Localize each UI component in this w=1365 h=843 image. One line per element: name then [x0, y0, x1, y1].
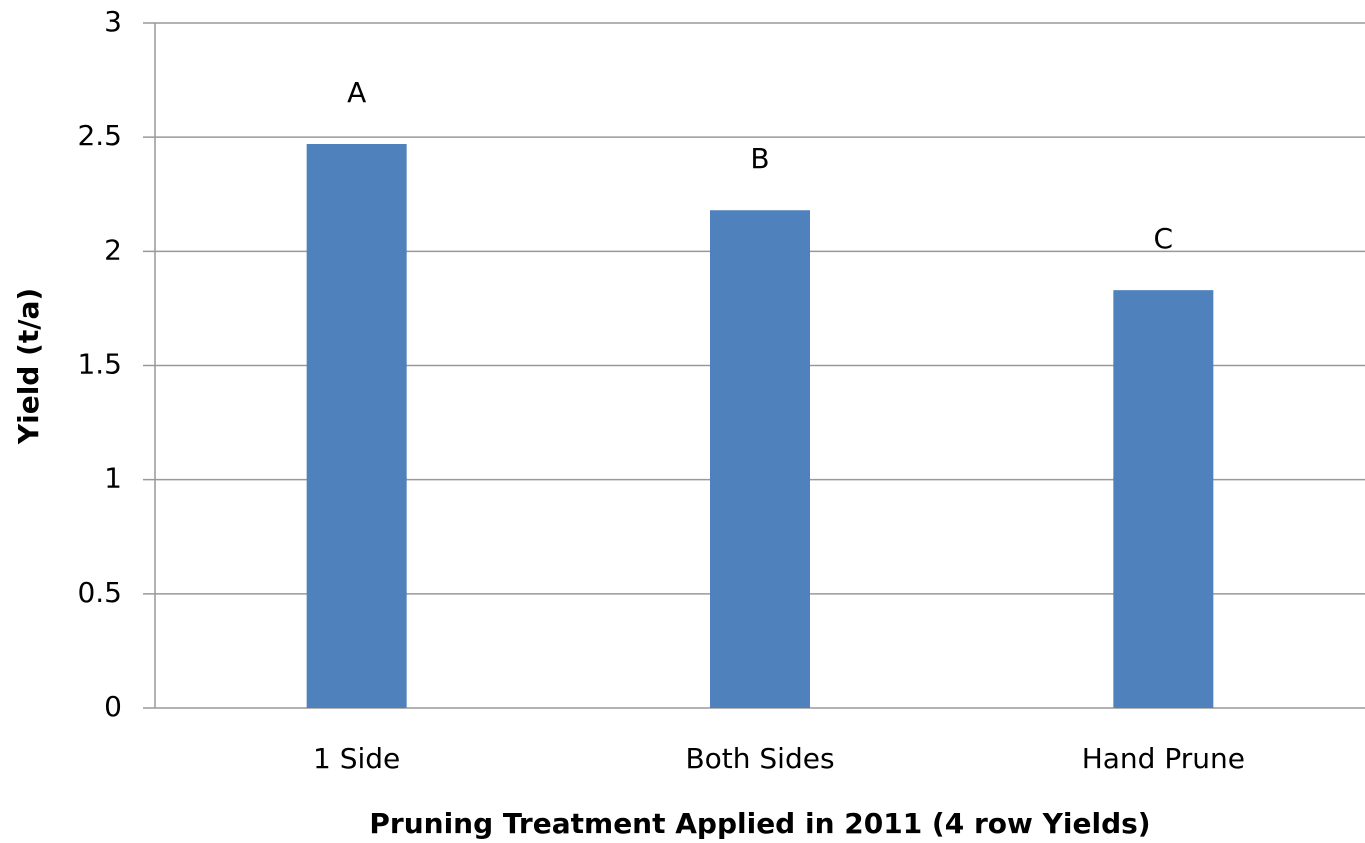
y-tick-label: 2: [104, 233, 122, 266]
annotation: A: [347, 76, 366, 109]
y-tick-label: 3: [104, 5, 122, 38]
bar: [710, 210, 810, 708]
y-tick-label: 2.5: [77, 119, 122, 152]
bar: [1113, 290, 1214, 708]
y-tick-label: 0.5: [77, 576, 122, 609]
x-tick-label: 1 Side: [313, 742, 400, 775]
x-axis-title: Pruning Treatment Applied in 2011 (4 row…: [369, 807, 1150, 840]
y-tick-label: 0: [104, 690, 122, 723]
x-tick-label: Hand Prune: [1082, 742, 1245, 775]
x-tick-label: Both Sides: [685, 742, 834, 775]
annotation: B: [750, 142, 769, 175]
y-tick-label: 1.5: [77, 348, 122, 381]
y-tick-label: 1: [104, 462, 122, 495]
bar: [306, 144, 407, 708]
annotation: C: [1154, 222, 1174, 255]
y-axis-title: Yield (t/a): [12, 288, 45, 445]
